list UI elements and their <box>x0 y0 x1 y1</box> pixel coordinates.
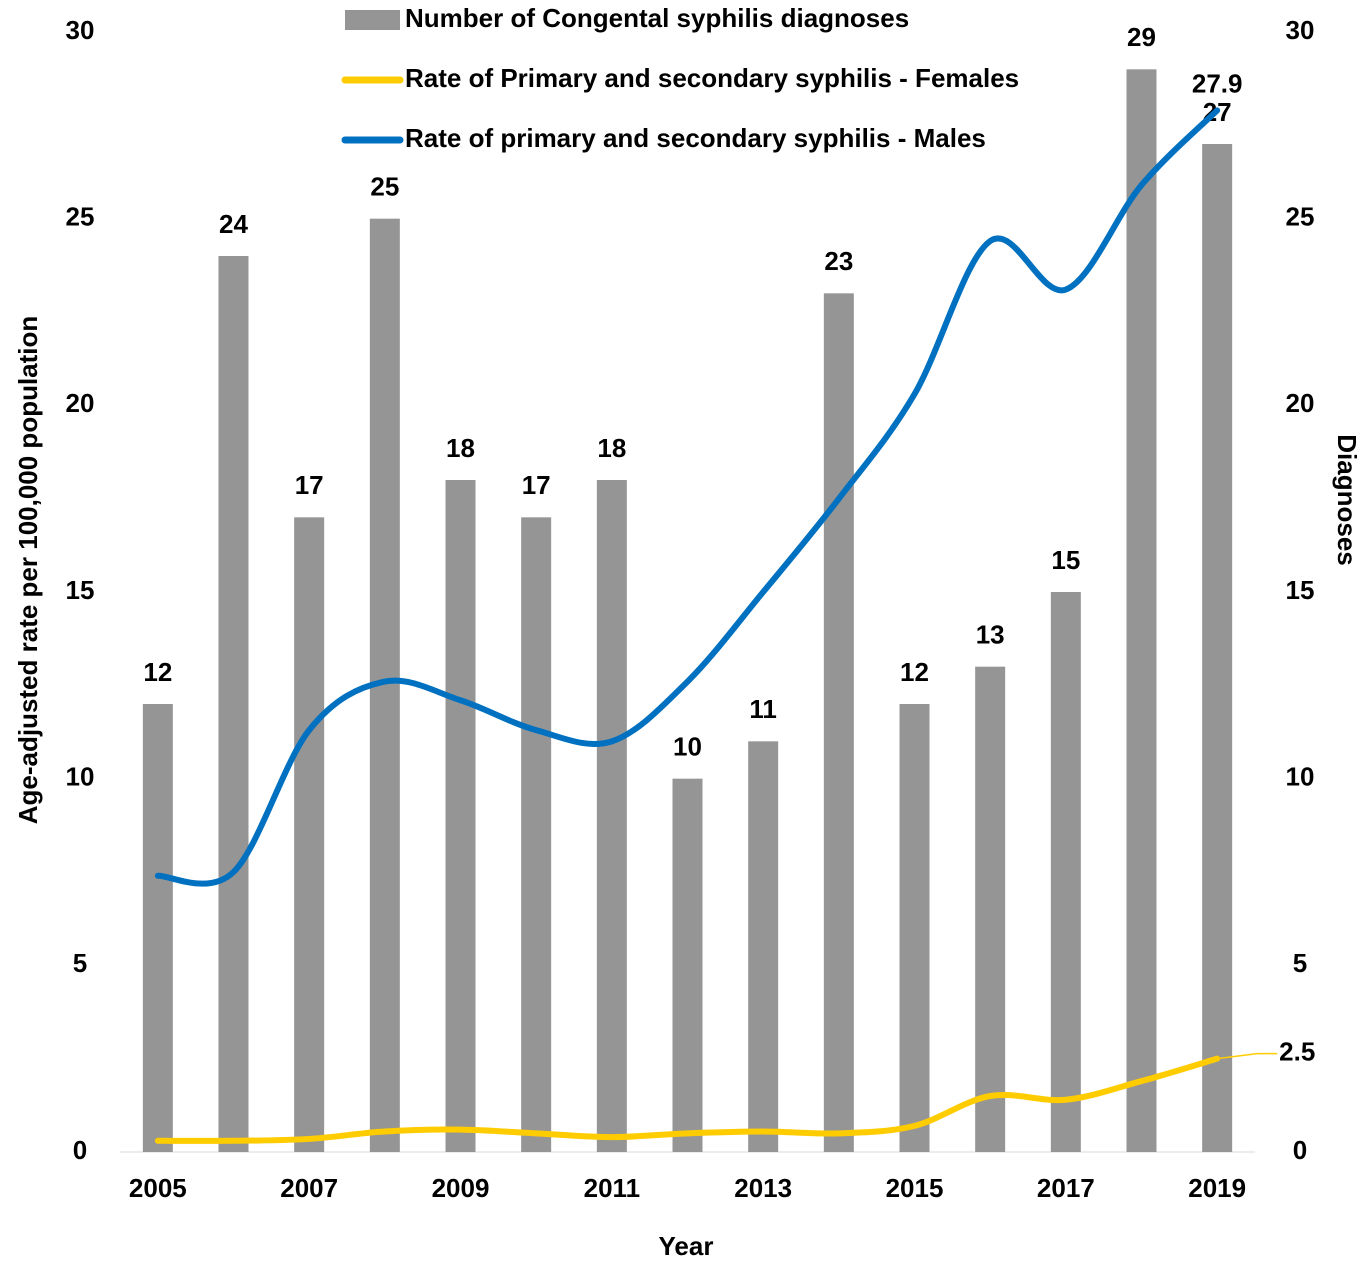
line <box>154 107 1221 887</box>
x-tick-label: 2009 <box>432 1173 490 1203</box>
y-axis-label: Age-adjusted rate per 100,000 population <box>13 316 43 825</box>
bar <box>521 517 552 1152</box>
bar-value-label: 10 <box>673 732 702 762</box>
y-tick-label: 10 <box>66 762 95 792</box>
x-tick-label: 2015 <box>886 1173 944 1203</box>
bar-value-label: 18 <box>597 433 626 463</box>
x-tick-label: 2019 <box>1188 1173 1246 1203</box>
legend-label: Number of Congental syphilis diagnoses <box>405 3 909 33</box>
y-tick-label: 0 <box>73 1135 87 1165</box>
y2-tick-label: 5 <box>1293 948 1307 978</box>
bar <box>445 480 476 1152</box>
y2-tick-label: 0 <box>1293 1135 1307 1165</box>
y-tick-label: 15 <box>66 575 95 605</box>
x-tick-label: 2007 <box>280 1173 338 1203</box>
bar <box>748 741 779 1152</box>
bar <box>142 704 173 1152</box>
bar <box>218 256 249 1152</box>
x-axis-label: Year <box>659 1231 714 1261</box>
y2-axis-label: Diagnoses <box>1332 434 1360 566</box>
bar-value-label: 12 <box>900 657 929 687</box>
bar <box>294 517 325 1152</box>
leader-line <box>1217 1052 1278 1060</box>
bar-value-label: 11 <box>749 694 777 724</box>
x-tick-label: 2011 <box>584 1173 640 1203</box>
legend-swatch <box>345 10 400 30</box>
legend-label: Rate of Primary and secondary syphilis -… <box>405 63 1019 93</box>
legend-label: Rate of primary and secondary syphilis -… <box>405 123 986 153</box>
bar <box>1050 592 1081 1152</box>
y2-tick-label: 10 <box>1286 762 1315 792</box>
x-tick-label: 2017 <box>1037 1173 1095 1203</box>
y2-tick-label: 20 <box>1286 388 1315 418</box>
bar <box>1202 144 1233 1152</box>
y2-tick-label: 30 <box>1286 15 1315 45</box>
bar-value-label: 17 <box>295 470 324 500</box>
y-tick-label: 25 <box>66 202 95 232</box>
y2-tick-label: 25 <box>1286 202 1315 232</box>
bar <box>823 293 854 1152</box>
y-tick-label: 5 <box>73 948 87 978</box>
x-tick-label: 2013 <box>734 1173 792 1203</box>
bar-value-label: 12 <box>143 657 172 687</box>
line-value-label: 27.9 <box>1192 68 1243 98</box>
bar <box>899 704 930 1152</box>
bar-value-label: 17 <box>522 470 551 500</box>
bar-value-label: 18 <box>446 433 475 463</box>
x-tick-label: 2005 <box>129 1173 187 1203</box>
line-value-label: 2.5 <box>1279 1037 1315 1067</box>
bar <box>1126 69 1157 1152</box>
bar <box>672 778 703 1152</box>
bar-value-label: 13 <box>976 620 1005 650</box>
y2-tick-label: 15 <box>1286 575 1315 605</box>
y-tick-label: 20 <box>66 388 95 418</box>
y-tick-label: 30 <box>66 15 95 45</box>
bar-value-label: 23 <box>824 246 853 276</box>
bar <box>975 666 1006 1152</box>
bar-value-label: 15 <box>1051 545 1080 575</box>
bar-value-label: 29 <box>1127 22 1156 52</box>
bar-value-label: 24 <box>219 209 248 239</box>
line <box>154 1055 1221 1144</box>
bar <box>596 480 627 1152</box>
bar-value-label: 25 <box>370 172 399 202</box>
